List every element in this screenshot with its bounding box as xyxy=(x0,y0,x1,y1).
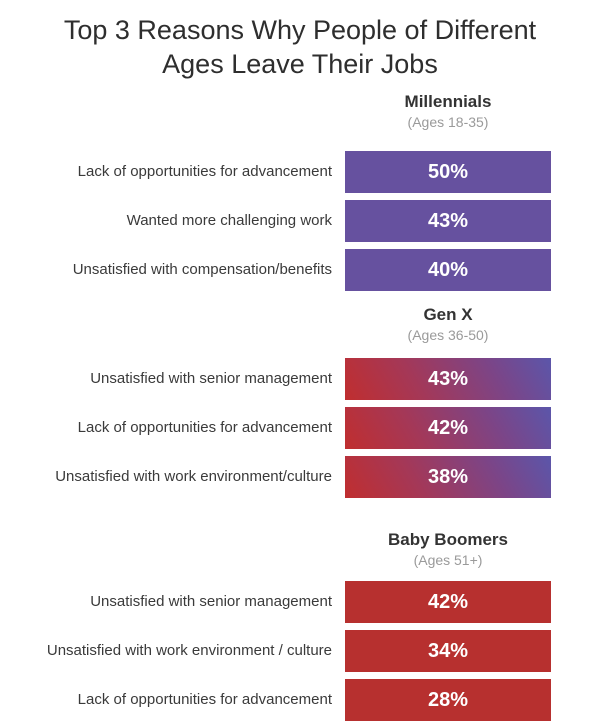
bar-row: Unsatisfied with senior management 42% xyxy=(0,581,600,623)
group-age-range-babyboomers: (Ages 51+) xyxy=(413,552,483,568)
group-age-range-genx: (Ages 36-50) xyxy=(407,327,489,343)
bar-label: Lack of opportunities for advancement xyxy=(77,691,332,708)
bar-millennials-3: 40% xyxy=(345,249,551,291)
bar-genx-2: 42% xyxy=(345,407,551,449)
bar-row: Unsatisfied with work environment / cult… xyxy=(0,630,600,672)
group-header-babyboomers: Baby Boomers xyxy=(388,530,508,549)
bar-babyboomers-2: 34% xyxy=(345,630,551,672)
bar-row: Unsatisfied with senior management 43% xyxy=(0,358,600,400)
bar-row: Lack of opportunities for advancement 50… xyxy=(0,151,600,193)
chart-title: Top 3 Reasons Why People of Different Ag… xyxy=(0,13,600,81)
bar-row: Unsatisfied with work environment/cultur… xyxy=(0,456,600,498)
bar-label: Unsatisfied with senior management xyxy=(90,370,332,387)
chart-title-line2: Ages Leave Their Jobs xyxy=(162,49,438,79)
bar-label: Unsatisfied with compensation/benefits xyxy=(72,261,332,278)
bar-genx-1: 43% xyxy=(345,358,551,400)
bar-row: Lack of opportunities for advancement 42… xyxy=(0,407,600,449)
group-age-range-millennials: (Ages 18-35) xyxy=(407,114,489,130)
bar-babyboomers-1: 42% xyxy=(345,581,551,623)
bar-millennials-2: 43% xyxy=(345,200,551,242)
bar-label: Unsatisfied with senior management xyxy=(90,593,332,610)
bar-label: Unsatisfied with work environment/cultur… xyxy=(55,468,332,485)
bar-label: Lack of opportunities for advancement xyxy=(77,163,332,180)
bar-millennials-1: 50% xyxy=(345,151,551,193)
bar-babyboomers-3: 28% xyxy=(345,679,551,721)
bar-genx-3: 38% xyxy=(345,456,551,498)
group-header-millennials: Millennials xyxy=(404,92,492,111)
bar-label: Unsatisfied with work environment / cult… xyxy=(46,642,332,659)
chart-title-line1: Top 3 Reasons Why People of Different xyxy=(63,15,537,45)
group-header-genx: Gen X xyxy=(423,305,473,324)
bar-row: Unsatisfied with compensation/benefits 4… xyxy=(0,249,600,291)
bar-label: Lack of opportunities for advancement xyxy=(77,419,332,436)
bar-row: Lack of opportunities for advancement 28… xyxy=(0,679,600,721)
bar-row: Wanted more challenging work 43% xyxy=(0,200,600,242)
bar-label: Wanted more challenging work xyxy=(126,212,332,229)
